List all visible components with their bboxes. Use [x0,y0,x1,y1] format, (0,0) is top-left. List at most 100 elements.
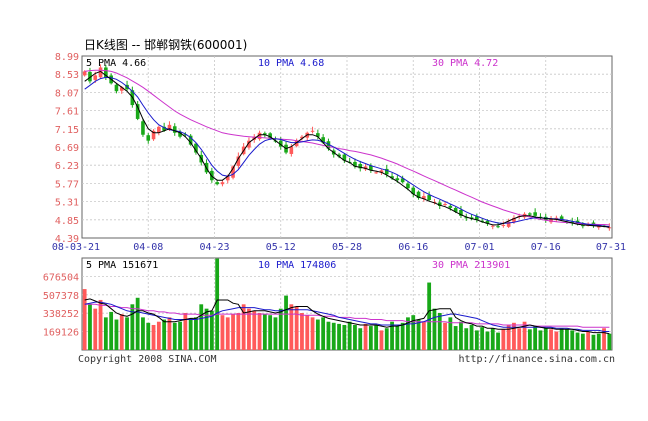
price-candle-body [384,168,389,175]
price-candle-body [342,154,347,161]
volume-bar [209,310,214,350]
volume-bar [522,321,527,350]
volume-bar [146,322,151,350]
volume-ma5-line [84,298,610,335]
price-candle-body [485,220,490,224]
volume-bar [130,304,135,350]
volume-legend-entry: 5 PMA 151671 [86,260,158,271]
volume-bar [162,319,167,350]
volume-bar [554,331,559,350]
price-candle-body [268,133,272,139]
price-candle-body [321,137,325,143]
price-x-tick-label: 07-01 [464,242,494,253]
volume-bar [485,331,490,350]
price-candle-body [104,67,108,78]
volume-bar [421,321,426,350]
volume-bar [353,324,357,350]
volume-bar [262,314,267,350]
price-candle-body [443,203,447,205]
volume-bar [400,322,405,350]
volume-bar [607,333,612,350]
price-candle-body [236,156,241,166]
price-candle-body [496,226,500,228]
price-candle-body [469,217,474,219]
volume-bar [432,308,437,350]
volume-bar [141,317,145,350]
price-candle-body [151,130,156,140]
price-candle-body [263,133,267,135]
volume-bar [114,319,119,350]
price-candle-body [172,126,177,133]
volume-bar [305,315,310,350]
price-y-tick-label: 4.39 [55,234,79,245]
price-candle-body [82,71,87,76]
volume-bar [586,331,591,350]
volume-ma10-line [84,301,610,332]
price-candle-body [162,126,166,131]
volume-bar [183,313,188,350]
price-candle-body [448,205,453,208]
price-candle-body [512,217,516,222]
volume-bar [172,322,177,350]
price-candle-body [194,143,198,153]
price-x-tick-label: 06-16 [398,242,428,253]
price-candle-body [369,165,373,171]
volume-bar [459,321,463,350]
price-candle-body [422,196,426,199]
price-candle-body [167,124,172,129]
price-candle-body [326,141,331,149]
price-candle-body [437,202,442,206]
volume-bar [384,328,389,350]
price-candle-body [98,67,103,78]
volume-bar [580,333,585,350]
price-candle-body [427,195,431,201]
price-candle-body [289,146,294,154]
volume-bar [464,328,469,350]
price-x-tick-label: 05-12 [266,242,296,253]
price-x-tick-label: 04-23 [199,242,229,253]
price-candle-body [480,220,484,222]
volume-bar [215,258,220,350]
volume-bar [103,317,108,350]
price-candle-body [501,224,506,226]
price-candle-body [464,217,469,219]
volume-bar [315,319,320,350]
price-y-tick-label: 8.99 [55,52,79,63]
price-candle-body [215,182,219,185]
price-candle-body [379,170,384,173]
volume-bar [358,328,363,350]
volume-bar [490,328,495,350]
volume-bar [390,321,394,350]
price-candle-body [294,140,299,147]
volume-bar [241,304,246,350]
price-legend-entry: 10 PMA 4.68 [258,58,324,69]
volume-bar [125,317,129,350]
volume-bar [337,323,341,350]
price-y-tick-label: 5.77 [55,179,79,190]
volume-bar [252,310,257,350]
price-candle-body [490,225,495,227]
volume-bar [543,328,548,350]
price-candle-body [416,191,421,199]
price-candle-body [374,172,378,174]
volume-bar [411,315,416,350]
volume-bar [225,317,230,350]
price-candle-body [146,135,151,141]
price-candle-body [119,87,124,91]
volume-bar [453,326,458,350]
volume-bar [342,324,347,350]
volume-bar [374,324,379,350]
volume-bar [294,306,299,350]
volume-bar [289,304,294,350]
volume-bar [496,332,500,350]
volume-bar [559,328,564,350]
price-candle-body [528,213,532,215]
volume-bar [527,329,532,350]
volume-bar [443,322,447,350]
price-candle-body [390,176,394,179]
volume-bar [220,315,225,350]
volume-bar [437,313,442,350]
volume-bar [501,329,506,350]
volume-bar [178,321,182,350]
price-candle-body [220,182,225,185]
